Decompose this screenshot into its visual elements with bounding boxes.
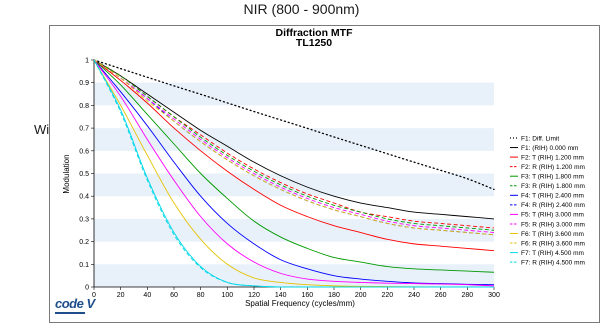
series-line-2 <box>93 59 495 220</box>
series-line-9 <box>93 59 495 287</box>
legend: F1: Diff. Limit F1: (RIH) 0.000 mm F2: T (… <box>510 135 585 266</box>
y-tick-label: 0.3 <box>79 216 89 223</box>
grid-band <box>94 82 494 106</box>
legend-entry: F5: R (RIH) 3.000 mm <box>521 221 585 228</box>
y-tick-label: 0.4 <box>79 194 89 201</box>
x-tick-label: 120 <box>248 292 260 299</box>
series-lines <box>93 59 495 288</box>
series-line-7 <box>93 59 495 286</box>
chart-title: Diffraction MTF <box>276 27 354 39</box>
grid-band <box>94 173 494 197</box>
legend-entry: F5: T (RIH) 3.000 mm <box>521 212 584 219</box>
legend-entry: F7: T (RIH) 4.500 mm <box>521 250 584 257</box>
axes: 0 0.1 0.2 0.3 0.4 0.5 0.6 0.7 0.8 0.9 1 0 20 40 60 80 10… <box>79 58 500 300</box>
x-tick-label: 100 <box>221 292 233 299</box>
series-line-1 <box>93 59 495 191</box>
y-tick-label: 0 <box>85 285 89 292</box>
legend-entry: F7: R (RIH) 4.500 mm <box>521 259 585 266</box>
x-tick-label: 220 <box>381 292 393 299</box>
grid-bands <box>94 82 494 287</box>
x-tick-label: 0 <box>92 292 96 299</box>
y-tick-label: 0.5 <box>79 171 89 178</box>
y-tick-label: 0.1 <box>79 262 89 269</box>
grid-band <box>94 218 494 242</box>
grid-band <box>94 264 494 287</box>
grid-band <box>94 128 494 151</box>
x-tick-label: 60 <box>170 292 178 299</box>
y-tick-label: 0.2 <box>79 239 89 246</box>
y-tick-label: 0.7 <box>79 126 89 133</box>
legend-entry: F6: T (RIH) 3.600 mm <box>521 231 584 238</box>
y-tick-label: 1 <box>85 58 89 65</box>
y-tick-label: 0.6 <box>79 148 89 155</box>
x-tick-label: 200 <box>355 292 367 299</box>
legend-entry: F4: T (RIH) 2.400 mm <box>521 193 584 200</box>
codev-logo: code V <box>55 296 95 311</box>
legend-entry: F1: (RIH) 0.000 mm <box>521 145 578 152</box>
x-tick-label: 160 <box>301 292 313 299</box>
legend-entry: F6: R (RIH) 3.600 mm <box>521 240 585 247</box>
legend-entry: F3: T (RIH) 1.800 mm <box>521 174 584 181</box>
x-tick-label: 80 <box>197 292 205 299</box>
x-tick-label: 280 <box>461 292 473 299</box>
legend-entry: F3: R (RIH) 1.800 mm <box>521 183 585 190</box>
x-tick-label: 40 <box>143 292 151 299</box>
page-heading: NIR (800 - 900nm) <box>243 1 360 17</box>
x-tick-label: 260 <box>435 292 447 299</box>
y-tick-label: 0.8 <box>79 103 89 110</box>
x-tick-label: 140 <box>275 292 287 299</box>
x-tick-label: 240 <box>408 292 420 299</box>
series-line-6 <box>93 59 495 231</box>
series-line-12 <box>93 59 495 236</box>
chart-subtitle: TL1250 <box>296 37 332 49</box>
y-axis-label: Modulation <box>62 154 71 193</box>
x-tick-label: 180 <box>328 292 340 299</box>
series-line-5 <box>93 59 495 273</box>
legend-entry: F4: R (RIH) 2.400 mm <box>521 202 585 209</box>
x-tick-label: 300 <box>488 292 500 299</box>
legend-entry: F2: T (RIH) 1.200 mm <box>521 154 584 161</box>
x-axis-label: Spatial Frequency (cycles/mm) <box>245 299 355 308</box>
x-tick-label: 20 <box>117 292 125 299</box>
series-line-14 <box>93 59 494 288</box>
series-line-10 <box>93 59 495 233</box>
y-tick-label: 0.9 <box>79 80 89 87</box>
series-line-3 <box>93 59 495 252</box>
legend-entry: F1: Diff. Limit <box>521 135 559 142</box>
logo-underline <box>55 312 85 314</box>
legend-entry: F2: R (RIH) 1.200 mm <box>521 164 585 171</box>
